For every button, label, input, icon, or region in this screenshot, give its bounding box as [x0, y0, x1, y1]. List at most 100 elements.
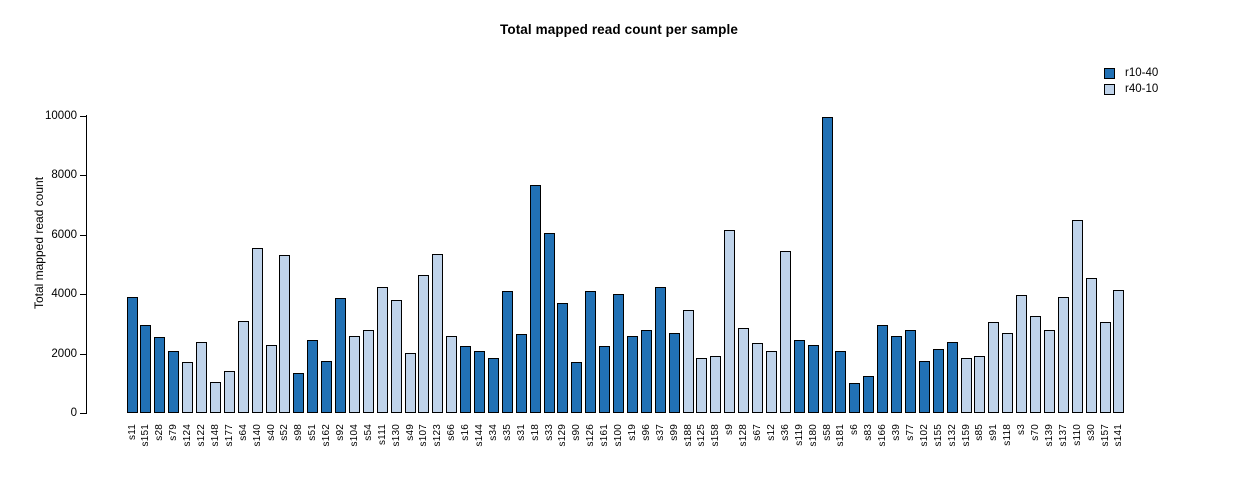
x-tick-label: s140 — [251, 424, 263, 447]
chart-title: Total mapped read count per sample — [500, 22, 738, 37]
bar-s110 — [1071, 220, 1083, 413]
bar-s70 — [1030, 316, 1041, 413]
bar-s177 — [223, 371, 235, 413]
legend-label: r10-40 — [1125, 67, 1159, 79]
legend-item: r10-40 — [1104, 65, 1158, 81]
x-tick-label: s58 — [821, 424, 833, 441]
x-tick-label: s31 — [515, 424, 527, 441]
x-tick-label: s177 — [223, 424, 235, 447]
bar-s132 — [946, 342, 958, 413]
x-tick-label: s49 — [404, 424, 416, 441]
bar-s39 — [891, 336, 902, 413]
x-tick-label: s148 — [209, 424, 221, 447]
bar-s159 — [960, 358, 972, 413]
x-tick-label: s100 — [613, 424, 624, 447]
bar-s123 — [432, 254, 444, 413]
x-tick-label: s118 — [1002, 424, 1014, 446]
x-tick-label: s77 — [904, 424, 916, 441]
x-tick-label: s37 — [654, 424, 666, 441]
bar-s104 — [348, 336, 360, 413]
y-tick — [80, 234, 87, 236]
bar-s3 — [1016, 295, 1028, 413]
y-tick-label: 6000 — [51, 228, 77, 241]
x-tick-label: s36 — [779, 424, 791, 441]
x-tick-label: s151 — [140, 424, 152, 447]
x-tick-label: s188 — [682, 424, 694, 447]
x-tick-label: s28 — [154, 424, 166, 441]
bar-s126 — [585, 291, 597, 413]
x-tick-label: s99 — [668, 424, 680, 441]
x-tick-label: s119 — [793, 424, 805, 446]
x-tick-label: s128 — [738, 424, 750, 447]
x-tick-label: s132 — [946, 424, 958, 447]
x-tick-label: s139 — [1043, 424, 1055, 447]
x-tick-label: s161 — [599, 424, 611, 447]
bar-s31 — [515, 334, 527, 413]
bar-s66 — [446, 336, 458, 413]
legend-label: r40-10 — [1125, 83, 1159, 95]
bar-s79 — [168, 351, 180, 413]
y-tick-label: 4000 — [51, 288, 77, 300]
x-tick-label: s66 — [446, 424, 458, 441]
y-axis-line — [86, 115, 87, 414]
bar-s85 — [974, 356, 986, 413]
bar-s37 — [654, 287, 666, 413]
x-tick-label: s30 — [1085, 424, 1097, 441]
bar-s130 — [390, 300, 402, 413]
bar-s166 — [877, 325, 889, 413]
bar-s188 — [682, 310, 694, 413]
x-tick-label: s111 — [376, 424, 388, 446]
x-tick-label: s158 — [710, 424, 722, 447]
x-tick-label: s16 — [460, 424, 472, 441]
bar-s96 — [640, 330, 652, 413]
y-tick — [80, 294, 87, 295]
bar-s67 — [752, 343, 763, 413]
x-tick-label: s107 — [418, 424, 430, 447]
x-tick-label: s79 — [168, 424, 180, 441]
bar-s161 — [599, 346, 611, 413]
bar-s49 — [404, 353, 416, 413]
bar-s158 — [710, 356, 722, 413]
y-tick — [80, 413, 87, 414]
bar-s119 — [793, 340, 805, 413]
bar-s111 — [376, 287, 388, 413]
bar-s118 — [1002, 333, 1014, 413]
x-tick-label: s11 — [126, 424, 138, 440]
x-tick-label: s104 — [348, 424, 360, 447]
x-tick-label: s9 — [724, 424, 736, 435]
bar-s102 — [918, 361, 930, 413]
x-tick-label: s18 — [529, 424, 541, 441]
x-tick-label: s52 — [279, 424, 291, 441]
x-tick-label: s64 — [237, 424, 249, 441]
x-tick-label: s54 — [362, 424, 374, 441]
bar-s125 — [696, 358, 708, 413]
y-tick-label: 10000 — [45, 109, 77, 122]
bar-s11 — [126, 297, 138, 413]
x-tick-label: s110 — [1071, 424, 1083, 446]
bar-s19 — [626, 336, 638, 413]
bar-s92 — [335, 298, 346, 413]
bar-s28 — [154, 337, 166, 413]
bar-s155 — [932, 349, 944, 413]
bar-s151 — [140, 325, 152, 413]
x-tick-label: s102 — [918, 424, 930, 447]
bar-s148 — [209, 382, 221, 413]
y-tick-label: 2000 — [51, 347, 77, 360]
bar-s124 — [182, 362, 194, 413]
legend-item: r40-10 — [1104, 81, 1158, 97]
bar-s58 — [821, 117, 833, 413]
legend-swatch-icon — [1104, 83, 1115, 95]
legend: r10-40 r40-10 — [1104, 65, 1158, 97]
x-tick-label: s91 — [988, 424, 1000, 441]
x-tick-label: s124 — [182, 424, 194, 447]
x-tick-label: s35 — [501, 424, 513, 441]
bar-s54 — [362, 330, 374, 413]
x-tick-label: s33 — [543, 424, 555, 441]
bar-s77 — [904, 330, 916, 413]
x-tick-label: s144 — [474, 424, 485, 447]
bar-s181 — [835, 351, 847, 413]
x-tick-label: s155 — [932, 424, 944, 447]
x-tick-label: s166 — [877, 424, 889, 447]
x-tick-label: s34 — [487, 424, 499, 441]
